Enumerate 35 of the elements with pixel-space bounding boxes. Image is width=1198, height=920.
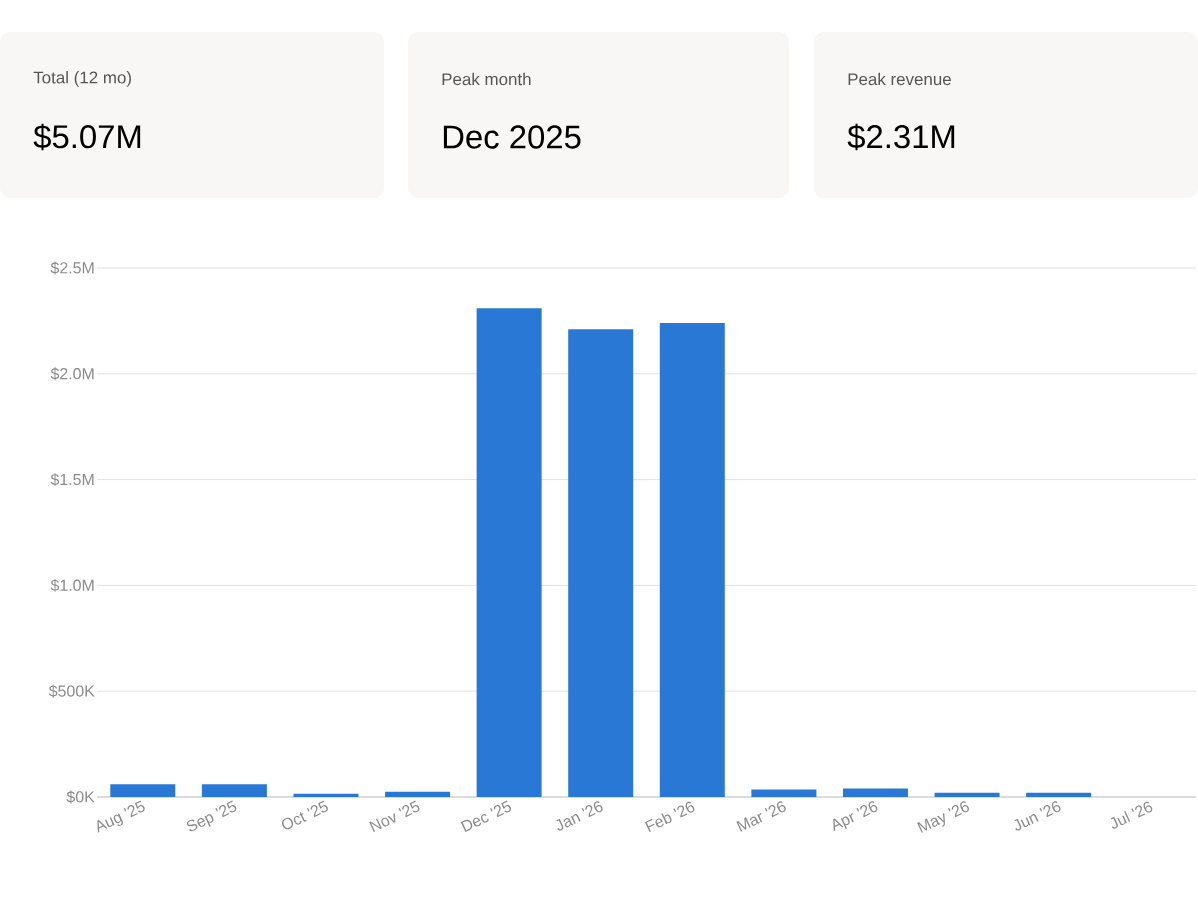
x-tick-label: Oct '25: [281, 800, 328, 830]
x-tick-label: Nov '25: [369, 800, 420, 833]
bar: [751, 789, 817, 797]
text: $5.07M: [33, 123, 141, 151]
bar: [842, 788, 908, 797]
bar: [476, 308, 542, 797]
x-tick-label: Aug '25: [97, 800, 145, 833]
text: Peak revenue: [848, 72, 951, 86]
x-tick-label: Apr '26: [833, 801, 878, 832]
y-tick-label: $2.5M: [50, 261, 94, 275]
x-tick-label: May '26: [917, 801, 969, 833]
y-tick-label: $0K: [66, 790, 95, 804]
y-tick-label: $500K: [48, 684, 95, 698]
text: $2.31M: [847, 123, 955, 151]
bar: [201, 784, 267, 797]
x-tick-label: Jul '26: [1110, 801, 1153, 829]
x-tick-label: Dec '25: [460, 800, 512, 833]
bar: [659, 323, 725, 797]
x-tick-label: Jan '26: [556, 801, 603, 831]
bar: [110, 784, 176, 797]
y-tick-label: $1.5M: [50, 473, 94, 487]
x-tick-label: Mar '26: [736, 801, 786, 832]
text: Dec 2025: [443, 125, 581, 149]
y-tick-label: $2.0M: [50, 367, 94, 381]
text: Peak month: [442, 72, 531, 86]
x-tick-label: Jun '26: [1014, 801, 1061, 831]
bar: [385, 791, 451, 797]
bar: [568, 329, 634, 797]
x-tick-label: Sep '25: [186, 800, 237, 832]
bar: [1026, 792, 1092, 797]
bar: [293, 793, 359, 797]
text: Total (12 mo): [33, 71, 131, 87]
y-tick-label: $1.0M: [50, 578, 94, 592]
bar: [934, 792, 1000, 797]
x-tick-label: Feb '26: [644, 801, 695, 833]
